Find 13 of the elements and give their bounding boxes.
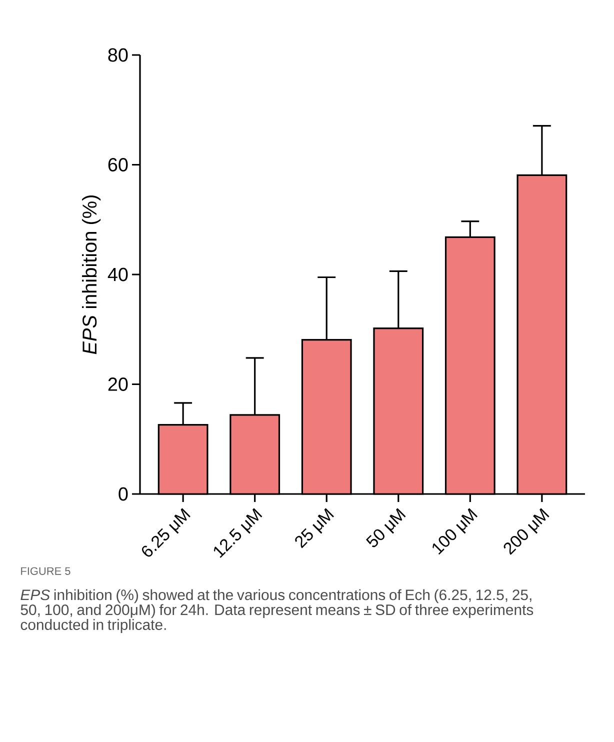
y-tick-label: 60 (108, 158, 128, 172)
caption: FIGURE 5 (21, 567, 70, 575)
y-tick-label: 0 (118, 487, 128, 501)
y-tick-label: 20 (108, 378, 128, 391)
text: EPS inhibition (%) showed at the various concentrations of Ech (6.25, 12.5, 25, 50, 100, and 200μM) for 24h. Data represent means ± SD of three experiments conducted in triplicate. (20, 589, 534, 633)
y-axis-title: EPS inhibition (%) (82, 195, 101, 354)
y-tick-label: 80 (108, 48, 128, 62)
x-tick-label: 100 μM (432, 508, 478, 555)
x-tick-label: 200 μM (504, 508, 550, 555)
x-tick-label: 25 μM (295, 508, 334, 548)
x-tick-label: 6.25 μM (142, 508, 190, 557)
y-tick-label: 40 (108, 268, 128, 282)
x-tick-label: 50 μM (366, 508, 406, 548)
